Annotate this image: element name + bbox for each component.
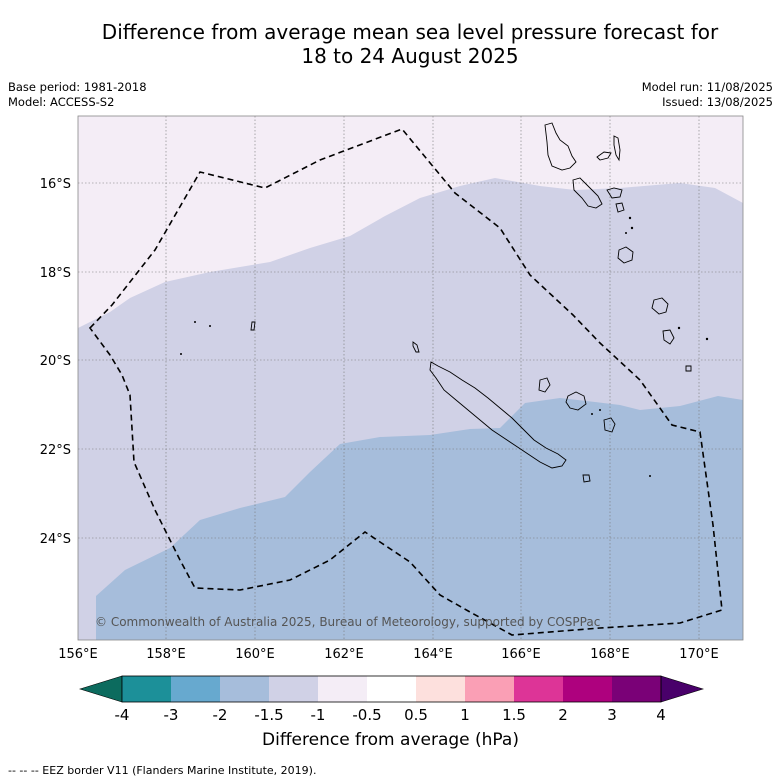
colorbar-tick: 3 — [607, 706, 617, 724]
islet — [209, 325, 211, 327]
islet — [630, 226, 634, 230]
lon-label: 168°E — [590, 647, 630, 662]
loyalty-ouvea — [538, 377, 551, 393]
colorbar-tick: -1 — [310, 706, 326, 724]
lon-label: 158°E — [146, 647, 186, 662]
map-panel: © Commonwealth of Australia 2025, Bureau… — [78, 116, 743, 640]
colorbar-tick: 0.5 — [404, 706, 428, 724]
colorbar-tick: -1.5 — [254, 706, 284, 724]
colorbar-tick: -3 — [163, 706, 179, 724]
meta-right: Model run: 11/08/2025 Issued: 13/08/2025 — [642, 80, 773, 110]
region-minus-2-to-minus-1.5 — [96, 396, 743, 640]
islet — [628, 216, 632, 220]
colorbar-tick: 1 — [460, 706, 470, 724]
loyalty-lifou — [565, 391, 587, 411]
lon-label: 160°E — [235, 647, 275, 662]
lat-labels: 16°S 18°S 20°S 22°S 24°S — [40, 177, 71, 547]
islet — [649, 475, 651, 477]
map-frame — [77, 115, 744, 641]
base-period: Base period: 1981-2018 — [8, 80, 147, 94]
colorbar-segment — [416, 676, 465, 702]
colorbar-segment — [171, 676, 220, 702]
colorbar-tick: 1.5 — [502, 706, 526, 724]
colorbar-segment — [563, 676, 612, 702]
islet — [705, 337, 709, 341]
new-caledonia-mainland — [429, 361, 567, 469]
lon-labels: 156°E 158°E 160°E 162°E 164°E 166°E 168°… — [58, 647, 719, 662]
vanuatu-pentecost — [606, 187, 623, 199]
colorbar-tick: -2 — [212, 706, 228, 724]
colorbar-frame — [121, 675, 662, 703]
vanuatu-maewo — [613, 135, 621, 162]
colorbar-segment — [269, 676, 318, 702]
lon-label: 156°E — [58, 647, 98, 662]
islet — [194, 321, 196, 323]
map-title: Difference from average mean sea level p… — [40, 20, 780, 68]
lat-label: 18°S — [40, 266, 71, 281]
loyalty-mare — [603, 417, 616, 433]
colorbar-segment — [318, 676, 367, 702]
colorbar-segment — [220, 676, 269, 702]
colorbar-tick: 4 — [656, 706, 666, 724]
model-run: Model run: 11/08/2025 — [641, 80, 773, 94]
meta-left: Base period: 1981-2018 Model: ACCESS-S2 — [8, 80, 147, 110]
colorbar-segment — [514, 676, 563, 702]
vanuatu-epi — [615, 202, 625, 213]
lat-label: 22°S — [40, 443, 71, 458]
islet — [599, 409, 601, 411]
title-line-2: 18 to 24 August 2025 — [301, 44, 519, 68]
lat-label: 16°S — [40, 177, 71, 192]
islet — [591, 413, 593, 415]
colorbar-segment — [122, 676, 171, 702]
colorbar-segment — [465, 676, 514, 702]
colorbar-min-extension — [78, 675, 123, 703]
colorbar-segment — [612, 676, 661, 702]
colorbar-max-extension — [660, 675, 705, 703]
colorbar-segment — [367, 676, 416, 702]
vanuatu-espiritu-santo — [544, 122, 577, 171]
vanuatu-tanna — [662, 329, 675, 345]
isle-of-pines — [582, 474, 591, 483]
lat-label: 24°S — [40, 532, 71, 547]
vanuatu-malekula — [572, 177, 603, 209]
belep-islands — [412, 341, 420, 353]
vanuatu-ambae — [596, 151, 612, 161]
chesterfield-islet — [250, 321, 256, 331]
islands — [250, 122, 692, 483]
title-line-1: Difference from average mean sea level p… — [101, 20, 719, 44]
vanuatu-efate — [617, 246, 634, 264]
lat-label: 20°S — [40, 354, 71, 369]
colorbar — [78, 675, 705, 703]
vanuatu-aneityum — [685, 365, 692, 372]
eez-border — [88, 128, 723, 636]
islet — [677, 326, 681, 330]
model-name: Model: ACCESS-S2 — [8, 95, 115, 109]
colorbar-tick: -4 — [114, 706, 130, 724]
lon-label: 166°E — [501, 647, 541, 662]
small-islets — [180, 216, 709, 477]
graticule — [78, 116, 743, 640]
lon-label: 162°E — [324, 647, 364, 662]
colorbar-label: Difference from average (hPa) — [262, 730, 519, 750]
vanuatu-erromango — [651, 297, 669, 315]
islet — [180, 353, 182, 355]
lon-label: 170°E — [679, 647, 719, 662]
copyright-text: © Commonwealth of Australia 2025, Bureau… — [95, 615, 600, 629]
issued-date: Issued: 13/08/2025 — [662, 95, 773, 109]
eez-legend: -- -- -- EEZ border V11 (Flanders Marine… — [8, 764, 317, 777]
colorbar-tick: 2 — [558, 706, 568, 724]
lon-label: 164°E — [413, 647, 453, 662]
islet — [625, 232, 627, 234]
colorbar-tick: -0.5 — [352, 706, 382, 724]
